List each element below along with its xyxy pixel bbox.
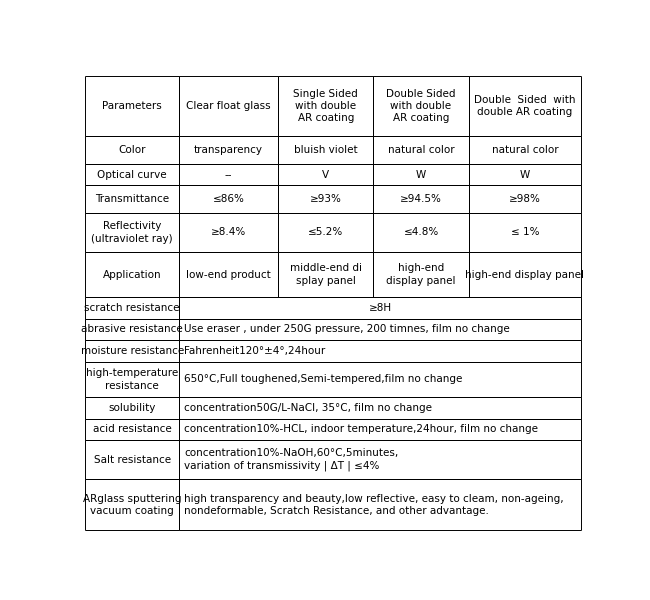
- Text: high-end
display panel: high-end display panel: [386, 263, 456, 286]
- Text: Double  Sided  with
double AR coating: Double Sided with double AR coating: [474, 95, 575, 117]
- Text: Reflectivity
(ultraviolet ray): Reflectivity (ultraviolet ray): [92, 221, 173, 244]
- Text: high transparency and beauty,low reflective, easy to cleam, non-ageing,
nondefor: high transparency and beauty,low reflect…: [184, 494, 564, 516]
- Text: Double Sided
with double
AR coating: Double Sided with double AR coating: [386, 89, 456, 124]
- Text: concentration50G/L-NaCl, 35°C, film no change: concentration50G/L-NaCl, 35°C, film no c…: [184, 403, 432, 413]
- Text: bluish violet: bluish violet: [294, 145, 358, 155]
- Text: ≥93%: ≥93%: [310, 194, 342, 204]
- Text: 650°C,Full toughened,Semi-tempered,film no change: 650°C,Full toughened,Semi-tempered,film …: [184, 374, 463, 385]
- Text: ≥8.4%: ≥8.4%: [211, 227, 246, 238]
- Text: natural color: natural color: [387, 145, 454, 155]
- Text: V: V: [322, 170, 330, 179]
- Text: Salt resistance: Salt resistance: [94, 455, 171, 465]
- Text: ≤86%: ≤86%: [213, 194, 244, 204]
- Text: Optical curve: Optical curve: [98, 170, 167, 179]
- Text: --: --: [225, 170, 232, 179]
- Text: Use eraser , under 250G pressure, 200 timnes, film no change: Use eraser , under 250G pressure, 200 ti…: [184, 325, 510, 334]
- Text: moisture resistance: moisture resistance: [81, 346, 184, 356]
- Text: natural color: natural color: [491, 145, 558, 155]
- Text: Parameters: Parameters: [102, 101, 162, 111]
- Text: abrasive resistance: abrasive resistance: [81, 325, 183, 334]
- Text: concentration10%-NaOH,60°C,5minutes,
variation of transmissivity | ΔT | ≤4%: concentration10%-NaOH,60°C,5minutes, var…: [184, 448, 398, 471]
- Text: ≤4.8%: ≤4.8%: [404, 227, 439, 238]
- Text: Color: Color: [118, 145, 146, 155]
- Text: ≤5.2%: ≤5.2%: [308, 227, 343, 238]
- Text: scratch resistance: scratch resistance: [84, 303, 180, 313]
- Text: low-end product: low-end product: [186, 269, 271, 280]
- Text: Application: Application: [103, 269, 161, 280]
- Text: Fahrenheit120°±4°,24hour: Fahrenheit120°±4°,24hour: [184, 346, 326, 356]
- Text: Single Sided
with double
AR coating: Single Sided with double AR coating: [293, 89, 358, 124]
- Text: ARglass sputtering
vacuum coating: ARglass sputtering vacuum coating: [83, 494, 181, 516]
- Text: ≤ 1%: ≤ 1%: [510, 227, 539, 238]
- Text: ≥8H: ≥8H: [369, 303, 391, 313]
- Text: W: W: [520, 170, 530, 179]
- Text: Transmittance: Transmittance: [95, 194, 169, 204]
- Text: concentration10%-HCL, indoor temperature,24hour, film no change: concentration10%-HCL, indoor temperature…: [184, 424, 538, 434]
- Text: acid resistance: acid resistance: [93, 424, 172, 434]
- Text: ≥98%: ≥98%: [509, 194, 541, 204]
- Text: high-end display panel: high-end display panel: [465, 269, 584, 280]
- Text: transparency: transparency: [194, 145, 263, 155]
- Text: W: W: [416, 170, 426, 179]
- Text: high-temperature
resistance: high-temperature resistance: [86, 368, 178, 391]
- Text: ≥94.5%: ≥94.5%: [400, 194, 442, 204]
- Text: middle-end di
splay panel: middle-end di splay panel: [290, 263, 361, 286]
- Text: solubility: solubility: [109, 403, 156, 413]
- Text: Clear float glass: Clear float glass: [187, 101, 271, 111]
